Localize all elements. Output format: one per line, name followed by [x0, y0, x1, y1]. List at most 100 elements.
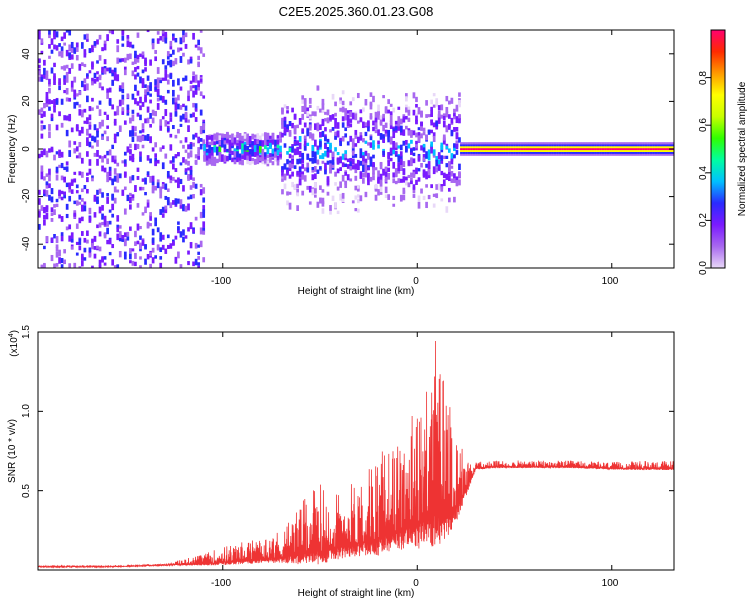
heatmap-cell — [108, 87, 112, 93]
heatmap-cell — [202, 209, 206, 213]
heatmap-cell — [430, 99, 433, 105]
heatmap-cell — [187, 227, 190, 232]
heatmap-cell — [118, 59, 122, 63]
heatmap-cell — [197, 251, 200, 255]
heatmap-cell — [253, 151, 257, 157]
heatmap-cell — [177, 251, 180, 259]
heatmap-cell — [455, 150, 459, 155]
heatmap-cell — [38, 198, 41, 205]
heatmap-cell — [159, 36, 163, 41]
heatmap-cell — [283, 120, 287, 128]
heatmap-cell — [427, 149, 431, 157]
heatmap-cell — [372, 167, 375, 174]
heatmap-cell — [48, 106, 51, 111]
heatmap-cell — [169, 144, 173, 151]
heatmap-cell — [174, 168, 178, 172]
heatmap-cell — [422, 195, 426, 201]
heatmap-cell — [599, 147, 602, 151]
heatmap-cell — [166, 89, 170, 94]
heatmap-cell — [553, 147, 557, 151]
heatmap-cell — [96, 105, 99, 109]
heatmap-cell — [177, 182, 180, 189]
heatmap-cell — [397, 155, 401, 163]
heatmap-cell — [113, 111, 117, 116]
heatmap-cell — [149, 252, 152, 256]
heatmap-cell — [462, 149, 466, 153]
heatmap-cell — [561, 147, 564, 151]
heatmap-cell — [458, 114, 461, 119]
heatmap-cell — [296, 140, 299, 145]
heatmap-cell — [43, 214, 46, 220]
heatmap-cell — [334, 182, 337, 186]
heatmap-cell — [548, 151, 552, 154]
heatmap-cell — [616, 151, 620, 154]
heatmap-cell — [86, 230, 89, 236]
heatmap-cell — [659, 153, 663, 156]
heatmap-cell — [139, 242, 142, 250]
heatmap-cell — [631, 145, 635, 149]
heatmap-cell — [73, 148, 77, 154]
heatmap-cell — [492, 153, 496, 156]
heatmap-cell — [654, 151, 658, 154]
heatmap-cell — [417, 195, 421, 202]
heatmap-cell — [581, 142, 585, 145]
heatmap-cell — [445, 125, 449, 133]
heatmap-cell — [591, 147, 595, 151]
heatmap-cell — [281, 169, 284, 176]
heatmap-cell — [96, 149, 99, 157]
heatmap-cell — [303, 122, 307, 128]
heatmap-cell — [98, 188, 102, 194]
heatmap-cell — [106, 136, 109, 142]
heatmap-cell — [609, 149, 612, 153]
heatmap-cell — [276, 135, 280, 139]
heatmap-cell — [136, 32, 140, 38]
heatmap-cell — [226, 132, 229, 139]
heatmap-cell — [331, 127, 335, 131]
heatmap-cell — [313, 173, 317, 180]
heatmap-cell — [654, 144, 658, 147]
heatmap-cell — [447, 187, 451, 192]
heatmap-cell — [164, 109, 168, 117]
heatmap-cell — [326, 109, 330, 116]
heatmap-cell — [475, 153, 478, 156]
heatmap-cell — [156, 31, 160, 35]
heatmap-cell — [339, 181, 342, 188]
heatmap-cell — [251, 149, 255, 157]
heatmap-cell — [662, 145, 666, 149]
heatmap-cell — [78, 109, 82, 116]
heatmap-cell — [649, 153, 653, 156]
heatmap-cell — [518, 151, 521, 154]
heatmap-cell — [634, 144, 638, 147]
heatmap-cell — [369, 101, 373, 107]
heatmap-cell — [573, 149, 577, 153]
heatmap-cell — [629, 151, 633, 154]
heatmap-cell — [642, 142, 645, 145]
heatmap-cell — [362, 177, 365, 184]
heatmap-cell — [144, 67, 147, 72]
heatmap-cell — [538, 153, 542, 156]
heatmap-cell — [556, 153, 559, 156]
heatmap-cell — [379, 191, 383, 195]
heatmap-cell — [108, 166, 112, 173]
heatmap-cell — [123, 151, 127, 156]
heatmap-cell — [405, 176, 408, 181]
heatmap-cell — [101, 136, 104, 140]
heatmap-cell — [63, 191, 66, 196]
heatmap-cell — [144, 84, 147, 88]
heatmap-cell — [192, 177, 195, 181]
snr-ylabel: SNR (10 * v/v) — [7, 419, 18, 483]
heatmap-cell — [515, 142, 519, 145]
heatmap-cell — [238, 136, 242, 141]
heatmap-cell — [73, 102, 77, 109]
heatmap-cell — [129, 196, 132, 204]
heatmap-cell — [586, 145, 590, 149]
heatmap-cell — [407, 117, 411, 122]
heatmap-cell — [415, 113, 418, 118]
heatmap-cell — [126, 107, 130, 114]
heatmap-cell — [106, 150, 109, 156]
heatmap-cell — [445, 155, 449, 159]
colorbar-ticks — [706, 77, 711, 269]
heatmap-cell — [458, 179, 461, 186]
heatmap-cell — [121, 88, 125, 94]
heatmap-cell — [415, 96, 418, 103]
